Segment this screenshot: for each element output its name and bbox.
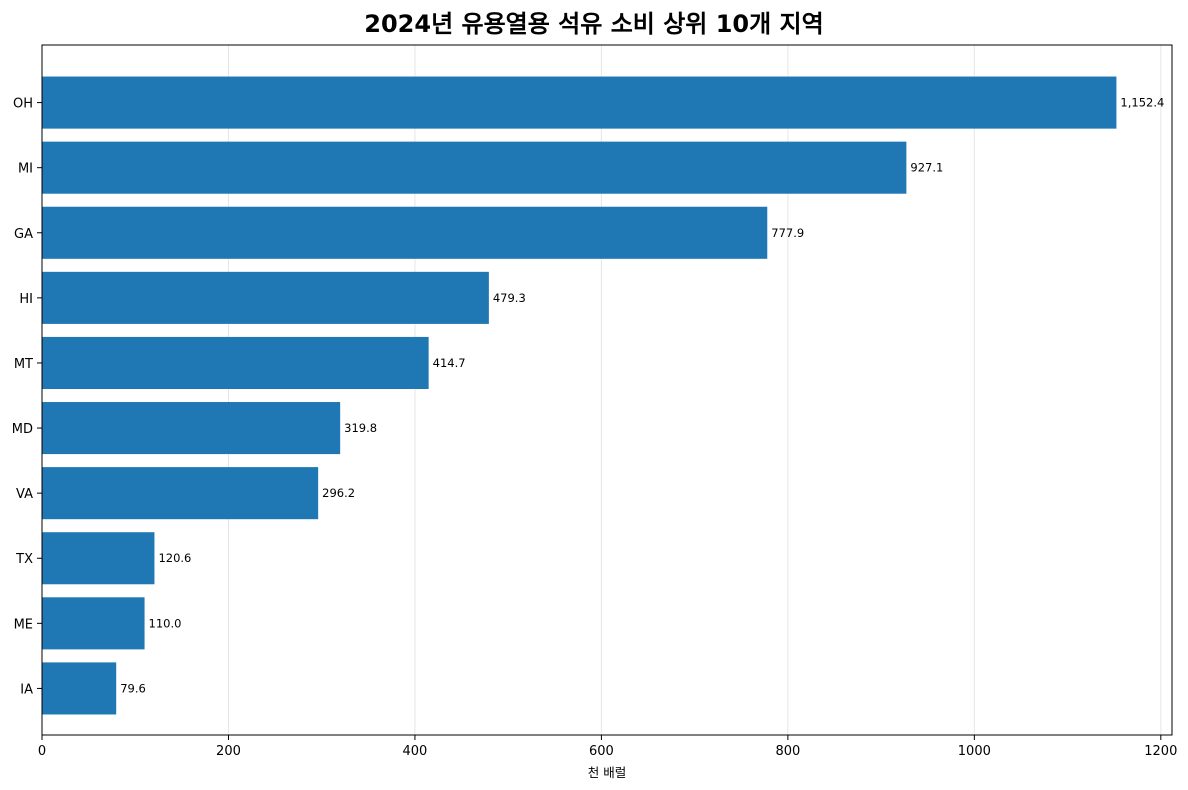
bar-mi [42, 141, 907, 194]
bar-hi [42, 271, 489, 324]
bar-va [42, 467, 319, 520]
bar-tx [42, 532, 155, 585]
y-tick-label-ia: IA [20, 682, 33, 697]
data-label-hi: 479.3 [493, 291, 526, 305]
data-label-va: 296.2 [322, 486, 355, 500]
x-tick-label: 1000 [958, 744, 991, 759]
y-tick-label-hi: HI [19, 292, 33, 307]
bar-md [42, 402, 341, 455]
x-tick-label: 1200 [1144, 744, 1177, 759]
axes: 0 200 400 600 800 1000 1200 OH MI GA HI MT MD VA TX ME I… [12, 97, 1178, 759]
y-tick-label-md: MD [12, 422, 33, 437]
x-tick-label: 400 [403, 744, 428, 759]
data-label-me: 110.0 [149, 616, 182, 630]
x-tick-label: 600 [589, 744, 614, 759]
data-label-mi: 927.1 [910, 161, 943, 175]
bar-ia [42, 662, 117, 715]
data-label-oh: 1,152.4 [1120, 96, 1164, 110]
data-label-ga: 777.9 [771, 226, 804, 240]
x-axis-title: 천 배럴 [588, 765, 626, 780]
y-tick-label-va: VA [16, 487, 33, 502]
x-tick-label: 0 [38, 744, 46, 759]
bar-ga [42, 206, 768, 259]
plot-frame [41, 44, 1173, 736]
data-label-md: 319.8 [344, 421, 377, 435]
y-tick-label-ga: GA [14, 227, 33, 242]
y-tick-label-mt: MT [14, 357, 33, 372]
data-label-mt: 414.7 [433, 356, 466, 370]
y-tick-label-oh: OH [13, 97, 33, 112]
bar-oh [42, 76, 1117, 129]
bars: 1,152.4 927.1 777.9 479.3 414.7 319.8 296.2 120… [42, 76, 1164, 715]
data-label-ia: 79.6 [120, 681, 146, 695]
x-tick-label: 200 [216, 744, 241, 759]
y-tick-label-me: ME [14, 617, 33, 632]
bar-mt [42, 336, 429, 389]
chart-title: 2024년 유용열용 석유 소비 상위 10개 지역 [364, 10, 824, 38]
y-tick-label-tx: TX [15, 552, 33, 567]
bar-me [42, 597, 145, 650]
data-label-tx: 120.6 [158, 551, 191, 565]
x-tick-label: 800 [775, 744, 800, 759]
y-tick-label-mi: MI [18, 162, 33, 177]
